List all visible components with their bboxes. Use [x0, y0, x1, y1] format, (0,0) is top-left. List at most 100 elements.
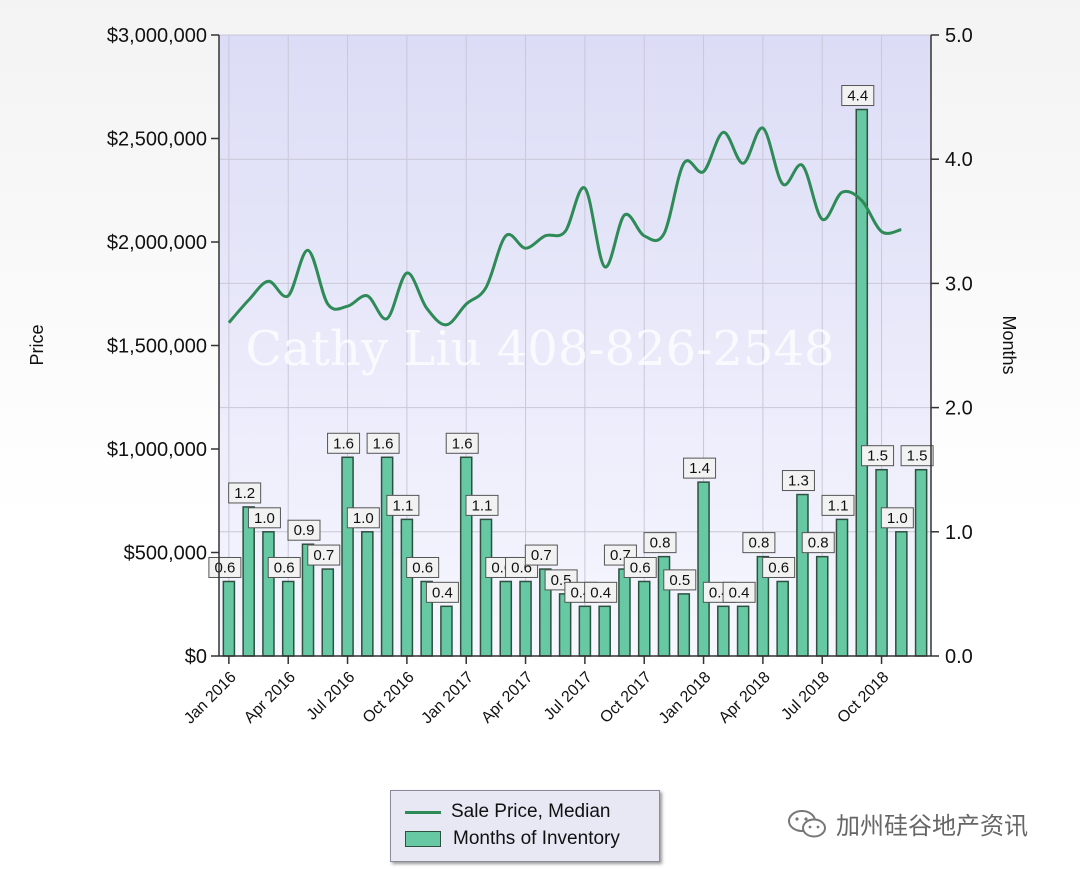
- bar-data-label: 1.4: [683, 457, 717, 479]
- x-tick-label: Oct 2016: [360, 669, 418, 727]
- bar-data-label: 1.1: [465, 494, 499, 516]
- inventory-bar: [479, 518, 493, 657]
- bar-data-label-text: 0.6: [214, 559, 235, 576]
- bar-data-label: 1.1: [821, 494, 855, 516]
- bar-data-label-box: [425, 581, 459, 603]
- bar-data-label-box: [386, 494, 420, 516]
- bar-data-label: 0.7: [524, 544, 558, 566]
- bar-data-label: 0.8: [801, 532, 835, 554]
- inventory-bar: [697, 481, 710, 657]
- bar-data-label: 0.4: [425, 581, 459, 603]
- bar-data-label: 1.0: [880, 507, 914, 529]
- inventory-bar: [618, 568, 631, 657]
- bar-data-label: 0.6: [208, 556, 242, 578]
- bar-data-label: 0.8: [643, 532, 677, 554]
- inventory-bar: [262, 531, 275, 657]
- bar-data-label-box: [524, 544, 558, 566]
- bar-data-label-box: [307, 544, 341, 566]
- legend-line-swatch: [405, 810, 441, 814]
- inventory-bar: [598, 605, 611, 657]
- bar-data-label-text: 0.5: [669, 572, 690, 589]
- inventory-bar: [835, 518, 849, 657]
- x-tick-label: Apr 2018: [716, 669, 774, 727]
- bar-data-label: 0.6: [406, 556, 440, 578]
- bar-data-labels: 0.6 1.2 1.0 0.6 0.9 0.7 1.6 1.0 1.6 1.1 0.6 0.4 1.6 1…: [208, 85, 934, 603]
- bar-data-label: 0.9: [287, 519, 321, 541]
- inventory-bar: [776, 580, 789, 657]
- bar-data-label: 0.6: [762, 556, 796, 578]
- inventory-bar: [459, 456, 473, 657]
- legend-bar-swatch: [405, 831, 441, 847]
- bar-data-label-box: [861, 445, 895, 467]
- watermark-text: Cathy Liu 408-826-2548: [245, 321, 834, 377]
- x-tick-label: Jul 2016: [304, 669, 359, 724]
- price-line-layer: [227, 126, 902, 327]
- bar-data-label-box: [900, 445, 934, 467]
- inventory-bar: [361, 531, 374, 657]
- legend-entry-sale-price: Sale Price, Median: [405, 800, 610, 824]
- x-tick-label: Jul 2018: [778, 669, 833, 724]
- bar-data-label-text: 0.8: [650, 535, 671, 552]
- bar-data-label-box: [781, 470, 815, 492]
- left-tick-label: $1,000,000: [107, 439, 207, 461]
- bar-data-label-text: 0.4: [729, 584, 750, 601]
- inventory-bar: [321, 568, 335, 657]
- left-tick-label: $2,500,000: [107, 129, 207, 151]
- bar-data-label-text: 1.5: [867, 448, 888, 465]
- bar-data-label-box: [643, 532, 677, 554]
- bar-data-label-text: 0.6: [412, 559, 433, 576]
- inventory-bar: [341, 456, 354, 657]
- left-tick-label: $500,000: [124, 543, 207, 565]
- x-tick-label: Apr 2017: [478, 669, 536, 727]
- inventory-bar: [558, 593, 572, 657]
- bar-data-label: 4.4: [841, 85, 875, 107]
- inventory-bar: [519, 580, 532, 657]
- x-tick-label: Jul 2017: [541, 669, 596, 724]
- bar-data-label-box: [465, 494, 499, 516]
- bar-data-label-box: [762, 556, 796, 578]
- bar-data-label-text: 1.6: [333, 435, 354, 452]
- bar-data-label: 1.5: [900, 445, 934, 467]
- inventory-bar: [222, 580, 236, 657]
- inventory-bar: [499, 580, 513, 657]
- bar-data-label-text: 0.8: [748, 535, 769, 552]
- inventory-bar: [380, 456, 394, 657]
- inventory-bar: [677, 593, 691, 657]
- bar-data-label: 0.6: [267, 556, 301, 578]
- wechat-icon: [788, 809, 826, 837]
- bar-data-label-text: 0.6: [274, 559, 295, 576]
- inventory-bar: [578, 605, 592, 657]
- bar-data-label-text: 0.9: [294, 522, 315, 539]
- x-tick-label: Jan 2018: [656, 669, 715, 728]
- inventory-bar: [895, 531, 908, 657]
- chart-legend: Sale Price, Median Months of Inventory: [390, 790, 660, 862]
- bar-data-label: 1.0: [247, 507, 281, 529]
- right-tick-label: 1.0: [945, 522, 973, 544]
- bar-data-label-text: 1.6: [373, 435, 394, 452]
- inventory-bar: [440, 605, 453, 657]
- bar-data-label-text: 1.1: [828, 497, 849, 514]
- wechat-account-name: 加州硅谷地产资讯: [836, 812, 1028, 840]
- bar-data-label-box: [663, 569, 697, 591]
- bar-data-label-text: 0.4: [432, 584, 453, 601]
- bar-data-label-box: [623, 556, 657, 578]
- right-tick-label: 5.0: [945, 25, 973, 47]
- bar-data-label: 1.6: [366, 432, 400, 454]
- bar-data-label-text: 1.0: [254, 510, 275, 527]
- inventory-bar: [815, 555, 829, 657]
- inventory-bar: [736, 605, 750, 657]
- inventory-bar: [637, 580, 651, 657]
- bar-data-label-box: [247, 507, 281, 529]
- bar-data-label-box: [346, 507, 380, 529]
- sale-price-line: [227, 126, 902, 327]
- bar-data-label: 1.1: [386, 494, 420, 516]
- bar-data-label-box: [267, 556, 301, 578]
- bar-data-label-text: 1.6: [452, 435, 473, 452]
- bar-data-label-box: [742, 532, 776, 554]
- bar-data-label-text: 1.0: [887, 510, 908, 527]
- bar-data-label-text: 1.1: [392, 497, 413, 514]
- left-axis-title: Price: [27, 324, 47, 365]
- bar-data-label-box: [327, 432, 361, 454]
- bar-data-label-text: 0.7: [531, 547, 552, 564]
